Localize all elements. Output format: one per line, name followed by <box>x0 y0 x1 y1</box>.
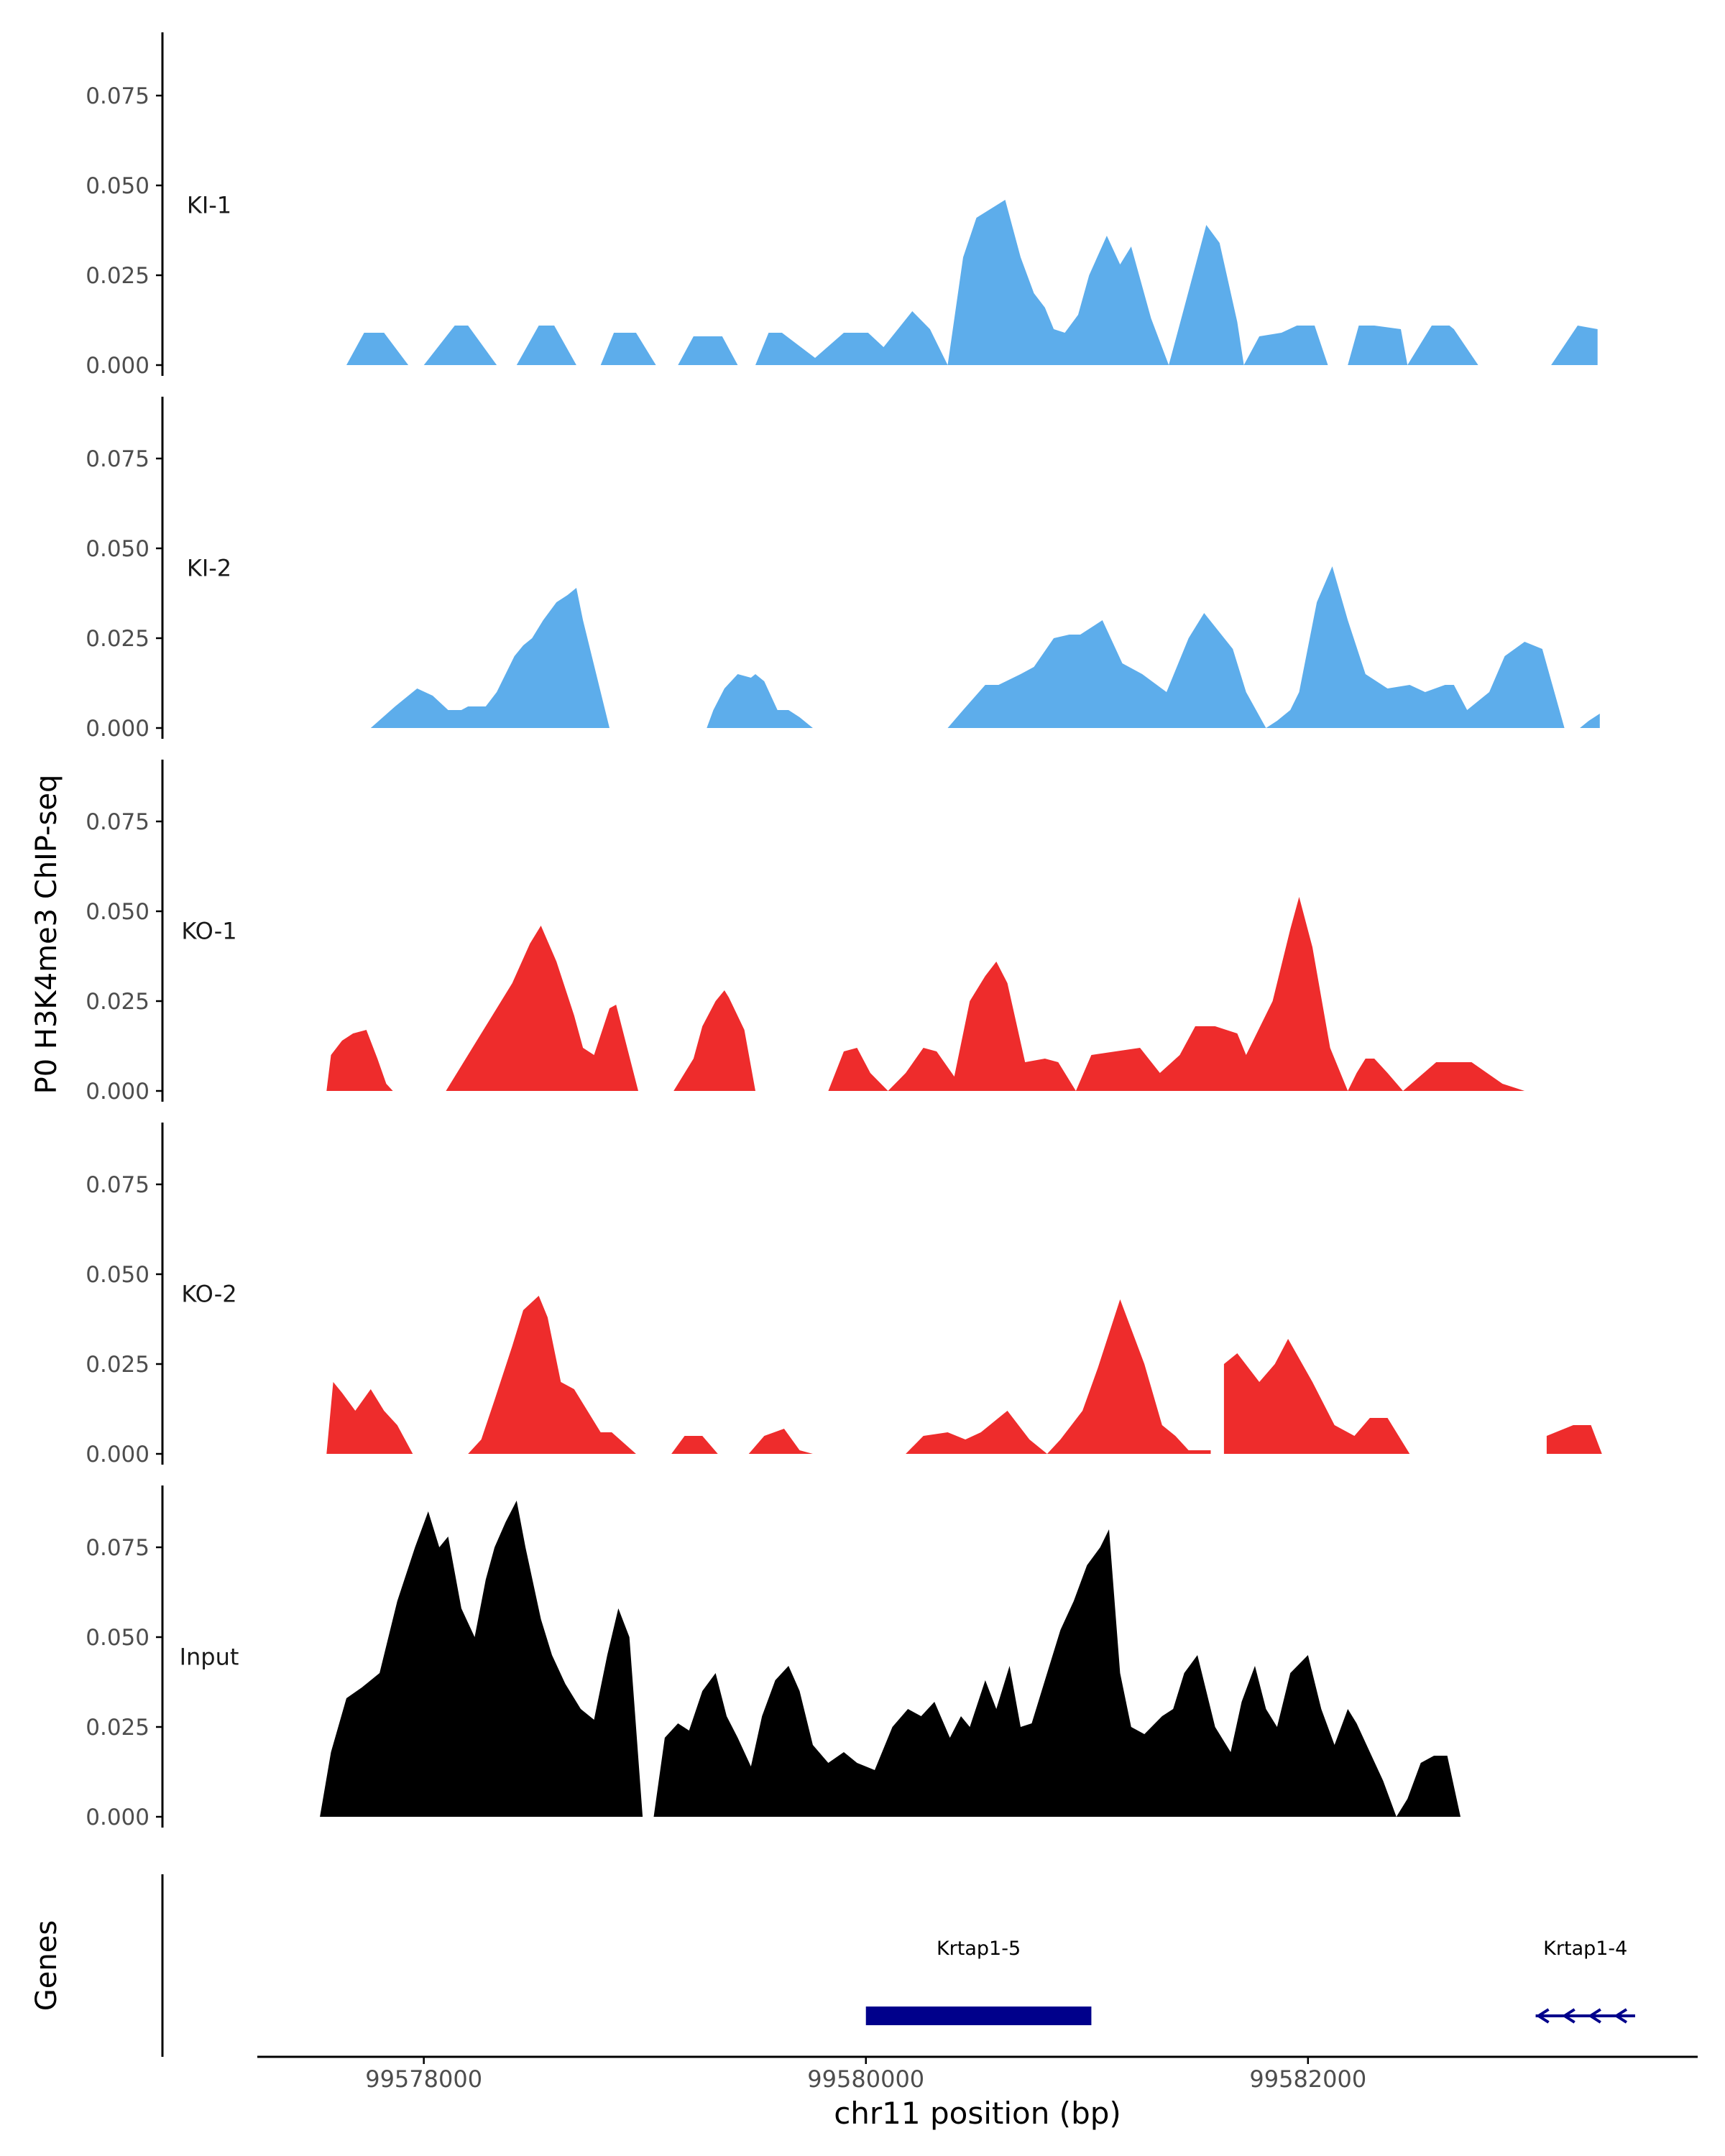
y-tick-label: 0.075 <box>86 83 150 109</box>
y-tick-label: 0.025 <box>86 989 150 1015</box>
track-ko-1: 0.000 0.025 0.050 0.075 KO-1 <box>86 760 1525 1105</box>
tracks-layer: 0.0000.0250.0500.075KI-10.0000.0250.0500… <box>86 32 1602 1830</box>
strand-arrow <box>1535 2008 1550 2024</box>
y-tick-label: 0.000 <box>86 353 150 379</box>
y-tick-label: 0.050 <box>86 1625 150 1651</box>
y-tick-label: 0.025 <box>86 1352 150 1378</box>
area-segment <box>748 1429 813 1454</box>
gene-body <box>865 2007 1092 2025</box>
area-segment <box>326 1382 413 1454</box>
y-tick-label: 0.000 <box>86 1442 150 1468</box>
area-segment <box>320 1501 1600 1817</box>
y-tick-label: 0.075 <box>86 1535 150 1561</box>
area-segment <box>423 1296 636 1454</box>
y-tick-label: 0.000 <box>86 1079 150 1105</box>
y-tick-label: 0.000 <box>86 716 150 742</box>
y-tick-label: 0.000 <box>86 1805 150 1830</box>
y-tick-label: 0.050 <box>86 1262 150 1288</box>
track-label: KO-1 <box>181 918 236 945</box>
x-tick-label: 99578000 <box>365 2065 482 2093</box>
y-axis-title: P0 H3K4me3 ChIP-seq <box>30 775 63 1095</box>
track-ki-2: 0.000 0.025 0.050 0.075 KI-2 <box>86 397 1600 742</box>
area-segment <box>1546 1425 1602 1454</box>
gene-label: Krtap1-5 <box>937 1938 1021 1960</box>
gene-krtap1-5: Krtap1-5 <box>865 1938 1092 2025</box>
track-input: 0.000 0.025 0.050 0.075 Input <box>86 1485 1600 1830</box>
genes-layer: Krtap1-5 Krtap1-4 <box>161 1874 1635 2057</box>
area-segment <box>370 566 1600 728</box>
gene-label: Krtap1-4 <box>1543 1938 1627 1960</box>
area-segment <box>326 1030 393 1091</box>
x-axis: 99578000 99580000 99582000 <box>257 2055 1698 2093</box>
y-tick-label: 0.025 <box>86 1715 150 1741</box>
y-tick-label: 0.050 <box>86 173 150 199</box>
strand-arrow <box>1614 2008 1628 2024</box>
gene-krtap1-4: Krtap1-4 <box>1535 1938 1635 2024</box>
strand-arrow <box>1588 2008 1601 2024</box>
y-tick-label: 0.050 <box>86 899 150 925</box>
track-label: KI-1 <box>187 192 231 219</box>
track-label: KI-2 <box>187 555 231 582</box>
track-ki-1: 0.000 0.025 0.050 0.075 KI-1 <box>86 32 1598 379</box>
x-tick-label: 99580000 <box>807 2065 924 2093</box>
y-tick-label: 0.025 <box>86 626 150 652</box>
genes-axis-title: Genes <box>30 1920 63 2011</box>
track-label: KO-2 <box>181 1281 236 1308</box>
area-segment <box>673 990 755 1091</box>
area-segment <box>828 897 1525 1091</box>
area-segment <box>1223 1339 1520 1454</box>
area-segment <box>446 926 638 1091</box>
area-segment <box>346 200 1598 365</box>
strand-arrow <box>1562 2008 1576 2024</box>
y-tick-label: 0.025 <box>86 263 150 289</box>
x-axis-title: chr11 position (bp) <box>834 2096 1121 2131</box>
track-ko-2: 0.000 0.025 0.050 0.075 KO-2 <box>86 1123 1602 1468</box>
track-label: Input <box>180 1644 239 1671</box>
y-tick-label: 0.075 <box>86 446 150 472</box>
x-tick-label: 99582000 <box>1249 2065 1366 2093</box>
y-tick-label: 0.050 <box>86 536 150 562</box>
y-tick-label: 0.075 <box>86 1172 150 1198</box>
area-segment <box>671 1436 718 1454</box>
area-segment <box>906 1299 1211 1454</box>
y-tick-label: 0.075 <box>86 809 150 835</box>
